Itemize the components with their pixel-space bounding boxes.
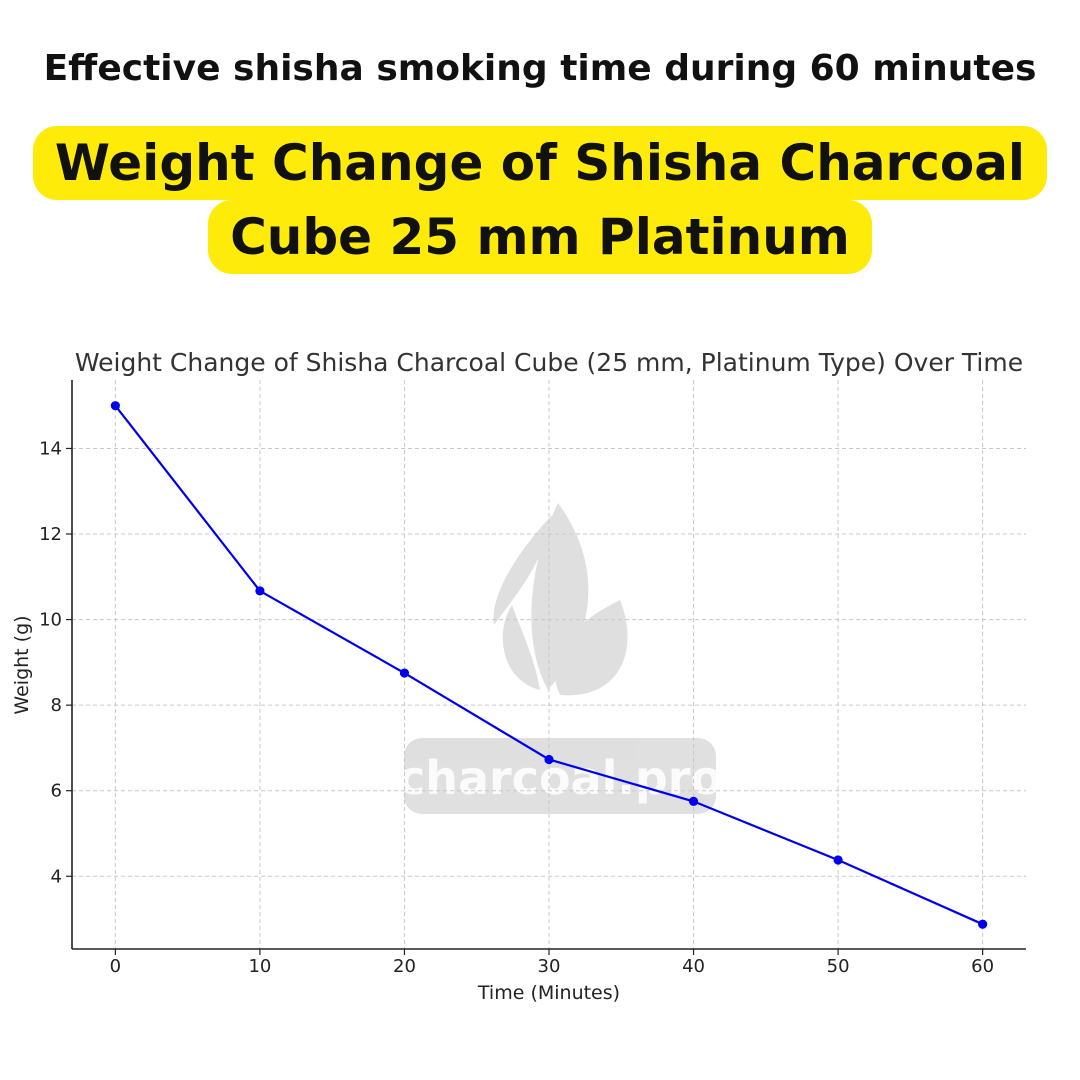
watermark-badge xyxy=(404,738,716,814)
data-point xyxy=(833,855,843,865)
series xyxy=(110,401,988,929)
x-tick-label: 50 xyxy=(827,956,850,977)
flame-icon xyxy=(493,503,628,696)
x-axis-label: Time (Minutes) xyxy=(477,982,620,1004)
x-tick-label: 20 xyxy=(393,956,416,977)
y-tick-label: 10 xyxy=(39,610,62,631)
data-point xyxy=(544,754,554,765)
grid xyxy=(72,380,1026,949)
y-tick-label: 6 xyxy=(51,781,62,802)
chart-title: Weight Change of Shisha Charcoal Cube (2… xyxy=(75,348,1023,377)
highlight-title: Weight Change of Shisha Charcoal Cube 25… xyxy=(0,126,1080,274)
y-tick-label: 4 xyxy=(51,866,62,887)
data-point xyxy=(978,919,988,929)
x-tick-label: 10 xyxy=(248,956,271,977)
y-tick-label: 14 xyxy=(39,438,62,459)
data-point xyxy=(255,586,265,596)
page-subtitle: Effective shisha smoking time during 60 … xyxy=(43,48,1037,89)
ticks: 0 10 20 30 40 50 60 4 6 8 10 12 14 xyxy=(39,438,994,977)
y-axis-label: Weight (g) xyxy=(11,615,33,714)
watermark xyxy=(404,503,716,814)
data-point xyxy=(399,668,410,678)
data-point xyxy=(688,796,699,807)
x-tick-label: 40 xyxy=(682,956,705,977)
x-tick-label: 0 xyxy=(110,956,121,977)
x-tick-label: 60 xyxy=(971,956,994,977)
x-tick-label: 30 xyxy=(538,956,561,977)
data-point xyxy=(110,401,120,411)
highlight-title-line-2: Cube 25 mm Platinum xyxy=(208,200,872,274)
highlight-title-line-1: Weight Change of Shisha Charcoal xyxy=(32,126,1048,200)
watermark-text: charcoal.pro xyxy=(398,751,722,805)
y-tick-label: 12 xyxy=(39,524,62,545)
y-tick-label: 8 xyxy=(51,695,62,716)
